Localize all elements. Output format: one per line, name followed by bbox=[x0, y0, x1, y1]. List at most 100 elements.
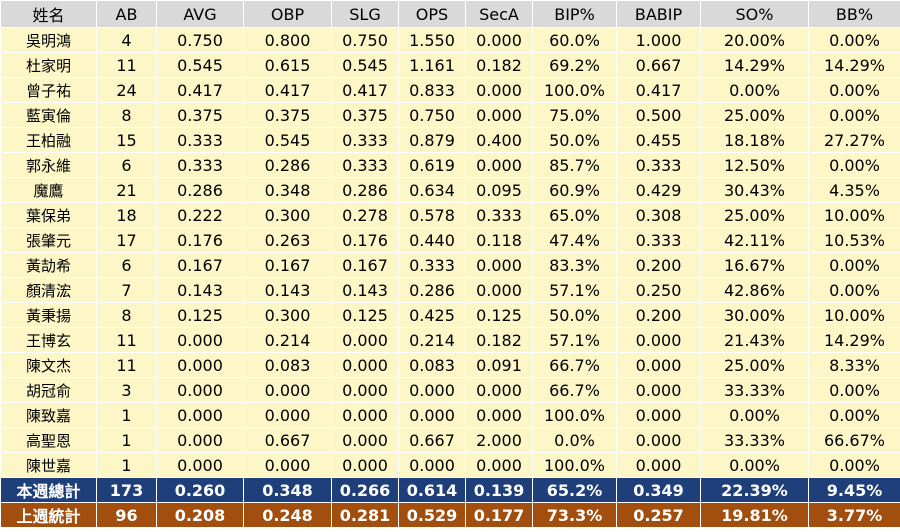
obp-total-cell: 0.248 bbox=[243, 502, 332, 528]
player-name-cell: 郭永維 bbox=[0, 152, 97, 178]
bip-cell: 75.0% bbox=[532, 102, 617, 128]
slg-cell: 0.278 bbox=[331, 202, 399, 228]
obp-cell: 0.263 bbox=[243, 227, 332, 253]
so-total-cell: 22.39% bbox=[700, 477, 809, 503]
player-name-cell: 張肇元 bbox=[0, 227, 97, 253]
babip-cell: 0.417 bbox=[616, 77, 701, 103]
slg-cell: 0.000 bbox=[331, 377, 399, 403]
babip-cell: 0.000 bbox=[616, 327, 701, 353]
table-row: 高聖恩 1 0.000 0.667 0.000 0.667 2.000 0.0% 0.000 33… bbox=[0, 427, 900, 453]
table-body: 吳明鴻 4 0.750 0.800 0.750 1.550 0.000 60.0% 1.000 2… bbox=[0, 27, 900, 478]
babip-cell: 0.455 bbox=[616, 127, 701, 153]
total-label-cell: 本週總計 bbox=[0, 477, 97, 503]
bip-total-cell: 65.2% bbox=[532, 477, 617, 503]
seca-cell: 0.000 bbox=[465, 377, 533, 403]
obp-cell: 0.417 bbox=[243, 77, 332, 103]
avg-cell: 0.176 bbox=[156, 227, 244, 253]
seca-cell: 0.333 bbox=[465, 202, 533, 228]
babip-cell: 0.308 bbox=[616, 202, 701, 228]
ops-total-cell: 0.529 bbox=[398, 502, 466, 528]
bip-total-cell: 73.3% bbox=[532, 502, 617, 528]
obp-total-cell: 0.348 bbox=[243, 477, 332, 503]
column-header-babip: BABIP bbox=[616, 0, 701, 28]
bip-cell: 60.0% bbox=[532, 27, 617, 53]
avg-cell: 0.545 bbox=[156, 52, 244, 78]
ab-cell: 6 bbox=[96, 252, 157, 278]
seca-cell: 0.118 bbox=[465, 227, 533, 253]
seca-cell: 0.000 bbox=[465, 277, 533, 303]
ab-cell: 24 bbox=[96, 77, 157, 103]
ab-cell: 1 bbox=[96, 427, 157, 453]
avg-total-cell: 0.208 bbox=[156, 502, 244, 528]
column-header-name: 姓名 bbox=[0, 0, 97, 28]
avg-cell: 0.750 bbox=[156, 27, 244, 53]
slg-cell: 0.750 bbox=[331, 27, 399, 53]
avg-cell: 0.000 bbox=[156, 327, 244, 353]
table-row: 黃劼希 6 0.167 0.167 0.167 0.333 0.000 83.3% 0.200 1… bbox=[0, 252, 900, 278]
player-name-cell: 曾子祐 bbox=[0, 77, 97, 103]
babip-cell: 0.500 bbox=[616, 102, 701, 128]
ab-cell: 11 bbox=[96, 327, 157, 353]
slg-cell: 0.000 bbox=[331, 402, 399, 428]
so-cell: 18.18% bbox=[700, 127, 809, 153]
babip-cell: 1.000 bbox=[616, 27, 701, 53]
bip-cell: 47.4% bbox=[532, 227, 617, 253]
bip-cell: 69.2% bbox=[532, 52, 617, 78]
obp-cell: 0.286 bbox=[243, 152, 332, 178]
slg-total-cell: 0.281 bbox=[331, 502, 399, 528]
babip-cell: 0.000 bbox=[616, 402, 701, 428]
player-name-cell: 黃秉揚 bbox=[0, 302, 97, 328]
seca-cell: 0.000 bbox=[465, 102, 533, 128]
player-name-cell: 陳世嘉 bbox=[0, 452, 97, 478]
obp-cell: 0.000 bbox=[243, 377, 332, 403]
slg-cell: 0.333 bbox=[331, 152, 399, 178]
avg-cell: 0.167 bbox=[156, 252, 244, 278]
slg-cell: 0.000 bbox=[331, 352, 399, 378]
seca-cell: 0.000 bbox=[465, 252, 533, 278]
bb-cell: 10.00% bbox=[808, 202, 900, 228]
avg-cell: 0.000 bbox=[156, 452, 244, 478]
babip-cell: 0.333 bbox=[616, 152, 701, 178]
ops-cell: 0.000 bbox=[398, 402, 466, 428]
table-row: 陳文杰 11 0.000 0.083 0.000 0.083 0.091 66.7% 0.000… bbox=[0, 352, 900, 378]
bb-cell: 0.00% bbox=[808, 152, 900, 178]
so-cell: 42.11% bbox=[700, 227, 809, 253]
ops-cell: 0.879 bbox=[398, 127, 466, 153]
player-name-cell: 顏清浤 bbox=[0, 277, 97, 303]
column-header-so: SO% bbox=[700, 0, 809, 28]
seca-cell: 0.091 bbox=[465, 352, 533, 378]
so-cell: 0.00% bbox=[700, 77, 809, 103]
seca-cell: 0.000 bbox=[465, 402, 533, 428]
seca-total-cell: 0.139 bbox=[465, 477, 533, 503]
ab-cell: 8 bbox=[96, 302, 157, 328]
babip-cell: 0.200 bbox=[616, 302, 701, 328]
babip-total-cell: 0.349 bbox=[616, 477, 701, 503]
ops-cell: 0.286 bbox=[398, 277, 466, 303]
so-cell: 16.67% bbox=[700, 252, 809, 278]
ops-cell: 0.214 bbox=[398, 327, 466, 353]
obp-cell: 0.667 bbox=[243, 427, 332, 453]
table-row: 陳致嘉 1 0.000 0.000 0.000 0.000 0.000 100.0% 0.000… bbox=[0, 402, 900, 428]
slg-cell: 0.176 bbox=[331, 227, 399, 253]
so-cell: 12.50% bbox=[700, 152, 809, 178]
seca-cell: 0.400 bbox=[465, 127, 533, 153]
so-cell: 0.00% bbox=[700, 452, 809, 478]
so-cell: 42.86% bbox=[700, 277, 809, 303]
obp-cell: 0.300 bbox=[243, 202, 332, 228]
obp-cell: 0.800 bbox=[243, 27, 332, 53]
slg-cell: 0.000 bbox=[331, 452, 399, 478]
babip-cell: 0.250 bbox=[616, 277, 701, 303]
player-name-cell: 陳文杰 bbox=[0, 352, 97, 378]
ab-cell: 8 bbox=[96, 102, 157, 128]
ops-cell: 0.634 bbox=[398, 177, 466, 203]
ab-cell: 6 bbox=[96, 152, 157, 178]
player-name-cell: 黃劼希 bbox=[0, 252, 97, 278]
slg-cell: 0.125 bbox=[331, 302, 399, 328]
slg-cell: 0.167 bbox=[331, 252, 399, 278]
babip-cell: 0.000 bbox=[616, 452, 701, 478]
seca-cell: 2.000 bbox=[465, 427, 533, 453]
player-name-cell: 胡冠俞 bbox=[0, 377, 97, 403]
bb-cell: 0.00% bbox=[808, 102, 900, 128]
column-header-ops: OPS bbox=[398, 0, 466, 28]
so-cell: 14.29% bbox=[700, 52, 809, 78]
